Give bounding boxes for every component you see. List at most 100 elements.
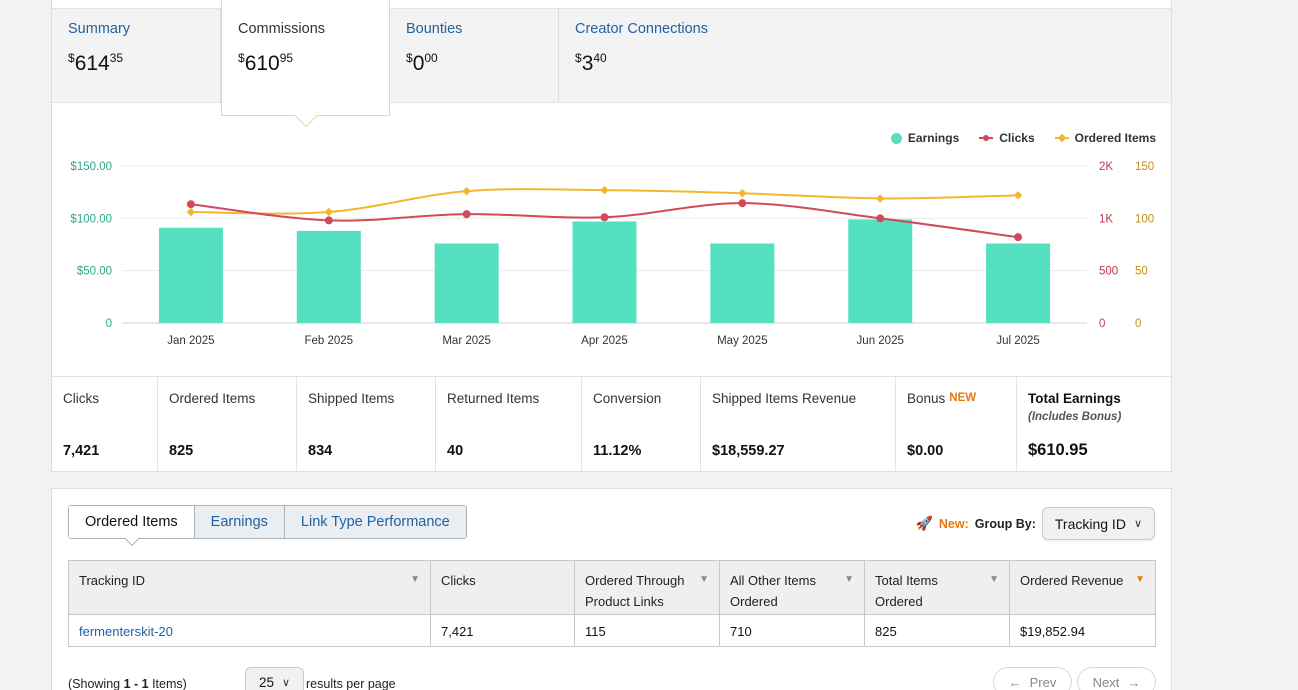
tab-amount: $000 bbox=[406, 51, 438, 75]
stat-shipped-items: Shipped Items 834 bbox=[297, 377, 436, 472]
new-badge: NEW bbox=[949, 392, 977, 404]
tab-link-type-performance[interactable]: Link Type Performance bbox=[283, 506, 466, 538]
group-by-select[interactable]: Tracking ID ∨ bbox=[1041, 507, 1155, 540]
tab-label: Summary bbox=[68, 21, 131, 37]
stat-shipped-revenue: Shipped Items Revenue $18,559.27 bbox=[701, 377, 896, 472]
stat-value: $18,559.27 bbox=[712, 443, 785, 459]
tab-summary[interactable]: Summary $61435 bbox=[52, 9, 221, 102]
cell-total-items: 825 bbox=[864, 614, 1010, 647]
clicks-point bbox=[600, 213, 609, 222]
ordered-items-point bbox=[600, 185, 609, 195]
earnings-bar bbox=[986, 243, 1051, 323]
legend-earnings[interactable]: Earnings bbox=[890, 131, 959, 145]
arrow-right-icon: → bbox=[1127, 674, 1141, 690]
stat-value: $610.95 bbox=[1028, 441, 1088, 459]
column-header-ordered-revenue[interactable]: Ordered Revenue ▼ bbox=[1009, 560, 1156, 615]
new-label: New: bbox=[938, 516, 969, 531]
clicks-point bbox=[462, 210, 471, 219]
showing-count: (Showing 1 - 1 Items) bbox=[68, 677, 187, 690]
cell-clicks: 7,421 bbox=[430, 614, 575, 647]
tab-commissions[interactable]: Commissions $61095 bbox=[221, 1, 390, 128]
sort-arrow-icon[interactable]: ▼ bbox=[989, 574, 999, 585]
y-axis-left-tick: $150.00 bbox=[70, 161, 112, 173]
legend-clicks[interactable]: Clicks bbox=[979, 131, 1035, 145]
tab-bounties[interactable]: Bounties $000 bbox=[390, 9, 559, 102]
earnings-bar bbox=[434, 243, 499, 323]
x-axis-tick: May 2025 bbox=[717, 335, 768, 347]
group-by-value: Tracking ID bbox=[1054, 515, 1126, 532]
cell-all-other-items: 710 bbox=[719, 614, 865, 647]
stat-value: 11.12% bbox=[593, 443, 642, 459]
clicks-point bbox=[1014, 233, 1023, 242]
clicks-point bbox=[324, 216, 333, 225]
table-row: fermenterskit-20 7,421 115 710 825 $19,8… bbox=[68, 614, 1156, 647]
tab-amount: $61095 bbox=[238, 51, 294, 75]
y-axis-right-items-tick: 100 bbox=[1135, 213, 1154, 225]
x-axis-tick: Feb 2025 bbox=[304, 335, 353, 347]
ordered-items-table: Tracking ID ▼ Clicks Ordered Through Produ… bbox=[68, 560, 1156, 647]
sort-arrow-icon[interactable]: ▼ bbox=[699, 574, 709, 585]
cell-ordered-revenue: $19,852.94 bbox=[1009, 614, 1156, 647]
cell-ordered-through: 115 bbox=[574, 614, 720, 647]
column-header-tracking-id[interactable]: Tracking ID ▼ bbox=[68, 560, 431, 615]
stat-value: 825 bbox=[169, 443, 194, 459]
per-page-label: results per page bbox=[306, 677, 396, 690]
stat-bonus: Bonus NEW $0.00 bbox=[896, 377, 1017, 472]
y-axis-right-clicks-tick: 500 bbox=[1099, 266, 1118, 278]
ordered-items-point bbox=[462, 186, 471, 196]
next-button[interactable]: Next → bbox=[1077, 667, 1156, 690]
stat-value: $0.00 bbox=[907, 443, 944, 459]
tab-label: Commissions bbox=[238, 21, 326, 37]
report-card: Ordered Items Earnings Link Type Perform… bbox=[51, 488, 1172, 690]
y-axis-right-clicks-tick: 2K bbox=[1099, 161, 1113, 173]
group-by-label: Group By: bbox=[974, 516, 1036, 531]
stat-total-earnings: Total Earnings (Includes Bonus) $610.95 bbox=[1017, 377, 1171, 472]
ordered-items-point bbox=[738, 188, 747, 198]
y-axis-left-tick: $100.00 bbox=[70, 213, 112, 225]
ordered-items-point bbox=[186, 207, 196, 217]
stat-label: Ordered Items bbox=[169, 391, 256, 406]
chevron-down-icon: ∨ bbox=[282, 676, 291, 689]
sort-arrow-icon[interactable]: ▼ bbox=[844, 574, 854, 585]
clicks-point bbox=[186, 200, 195, 209]
group-by-control: 🚀 New: Group By: Tracking ID ∨ bbox=[915, 507, 1155, 540]
y-axis-left-tick: 0 bbox=[106, 318, 112, 330]
clicks-point bbox=[876, 214, 885, 223]
stat-conversion: Conversion 11.12% bbox=[582, 377, 701, 472]
sort-arrow-icon[interactable]: ▼ bbox=[1135, 574, 1145, 585]
chart-legend: Earnings Clicks Ordered Items bbox=[890, 131, 1156, 145]
column-header-ordered-through[interactable]: Ordered Through Product Links ▼ bbox=[574, 560, 720, 615]
report-tabs: Ordered Items Earnings Link Type Perform… bbox=[68, 505, 467, 539]
earnings-chart: 0 0 0 $50.00 500 50 $100.00 1K 100 $150.00 2K 150 Ja… bbox=[70, 161, 1154, 347]
tab-label: Bounties bbox=[406, 21, 463, 37]
tab-earnings[interactable]: Earnings bbox=[193, 506, 284, 538]
column-header-all-other-items[interactable]: All Other Items Ordered ▼ bbox=[719, 560, 865, 615]
ordered-items-swatch-icon bbox=[1054, 137, 1069, 139]
earnings-bar bbox=[848, 219, 913, 323]
tab-creator-connections[interactable]: Creator Connections $340 bbox=[559, 9, 859, 102]
earnings-summary-card: Summary $61435 Commissions $61095 Bounti… bbox=[51, 0, 1172, 472]
column-header-clicks[interactable]: Clicks bbox=[430, 560, 575, 615]
prev-button[interactable]: ← Prev bbox=[993, 667, 1072, 690]
chevron-down-icon: ∨ bbox=[1133, 518, 1142, 530]
stat-value: 7,421 bbox=[63, 443, 100, 459]
sort-arrow-icon[interactable]: ▼ bbox=[410, 574, 420, 585]
y-axis-left-tick: $50.00 bbox=[77, 266, 112, 278]
x-axis-tick: Jul 2025 bbox=[996, 335, 1039, 347]
ordered-items-point bbox=[875, 194, 885, 203]
stat-clicks: Clicks 7,421 bbox=[52, 377, 158, 472]
clicks-point bbox=[738, 199, 747, 208]
column-header-total-items[interactable]: Total Items Ordered ▼ bbox=[864, 560, 1010, 615]
stat-label: Bonus NEW bbox=[907, 391, 977, 406]
stat-label: Returned Items bbox=[447, 391, 540, 406]
per-page-select[interactable]: 25 ∨ bbox=[245, 667, 304, 690]
tab-ordered-items[interactable]: Ordered Items bbox=[69, 506, 194, 538]
legend-ordered-items[interactable]: Ordered Items bbox=[1054, 131, 1156, 145]
cell-tracking-id[interactable]: fermenterskit-20 bbox=[68, 614, 431, 647]
earnings-bar bbox=[572, 221, 637, 323]
stat-label: Conversion bbox=[593, 391, 662, 406]
y-axis-right-items-tick: 50 bbox=[1135, 266, 1148, 278]
stat-label: Shipped Items bbox=[308, 391, 395, 406]
earnings-bar bbox=[296, 230, 361, 323]
earnings-swatch-icon bbox=[890, 132, 902, 144]
